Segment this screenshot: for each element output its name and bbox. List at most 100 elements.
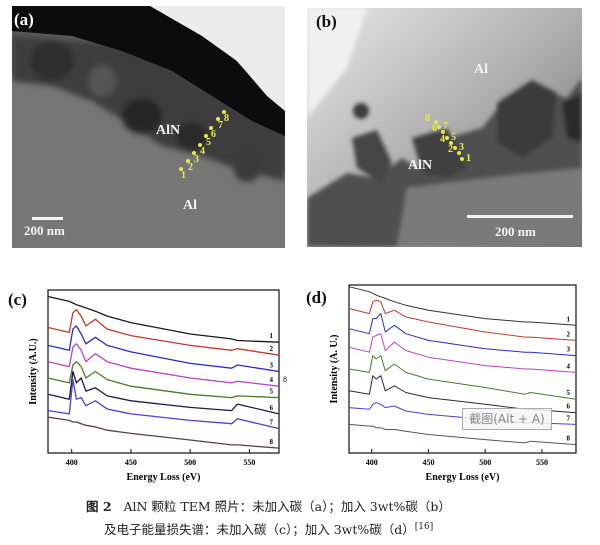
measurement-point-6	[209, 126, 213, 130]
screenshot-watermark: 截图(Alt + A)	[462, 408, 552, 430]
series-label-4: 4	[567, 362, 571, 370]
x-tick-label: 450	[125, 458, 137, 467]
spectrum-line-5	[348, 355, 577, 400]
y-axis-label: Intensity (A.U.)	[28, 338, 39, 404]
spectrum-line-1	[47, 295, 280, 343]
measurement-point-label: 2	[188, 162, 193, 173]
measurement-point-label: 5	[206, 137, 211, 148]
measurement-point-label: 7	[443, 121, 448, 132]
measurement-point-label: 4	[200, 146, 205, 157]
caption-text-2: 及电子能量损失谱：未加入碳（c）；加入 3wt%碳（d）	[104, 522, 415, 537]
series-label-5: 5	[270, 388, 274, 396]
x-tick-label: 550	[536, 458, 548, 467]
measurement-point-3	[192, 151, 196, 155]
x-tick-label: 450	[422, 458, 434, 467]
y-axis-label: Intensity (A. U.)	[329, 335, 340, 404]
series-label-2: 2	[270, 345, 274, 353]
scale-bar-b	[467, 215, 573, 218]
scale-label-a: 200 nm	[24, 223, 65, 238]
panel-label-a: (a)	[14, 10, 34, 29]
series-label-6: 6	[567, 403, 571, 411]
series-label-3: 3	[567, 346, 571, 354]
measurement-point-8	[434, 120, 438, 124]
tem-image-b	[307, 8, 582, 247]
eels-spectra-charts: 400 450 500 550 1 2 3 4 5 6 7 8 Energy Loss (eV) Inte…	[28, 284, 577, 483]
measurement-point-6	[441, 130, 445, 134]
x-tick-label: 500	[479, 458, 491, 467]
series-label-1: 1	[270, 332, 274, 340]
measurement-point-label: 1	[466, 153, 471, 164]
measurement-point-4	[198, 143, 202, 147]
series-label-7: 7	[270, 419, 274, 427]
measurement-point-label: 7	[218, 120, 223, 131]
side-label-c: 8	[283, 375, 287, 384]
panel-label-b: (b)	[316, 12, 337, 31]
measurement-point-5	[204, 134, 208, 138]
measurement-point-2	[457, 151, 461, 155]
measurement-point-3	[453, 146, 457, 150]
x-tick-label: 550	[243, 458, 255, 467]
x-axis-label: Energy Loss (eV)	[127, 472, 201, 483]
phase-label-aln-b: AlN	[408, 158, 433, 173]
measurement-point-7	[437, 125, 441, 129]
phase-label-aln-a: AlN	[156, 123, 181, 138]
measurement-point-label: 2	[448, 144, 453, 155]
spectrum-line-7	[47, 378, 280, 430]
x-tick-label: 400	[66, 458, 78, 467]
measurement-point-label: 3	[194, 154, 199, 165]
tem-image-a	[12, 6, 285, 248]
caption-text-1: AlN 颗粒 TEM 照片：未加入碳（a）；加入 3wt%碳（b）	[123, 499, 451, 514]
series-label-5: 5	[567, 389, 571, 397]
measurement-point-label: 5	[451, 132, 456, 143]
spectrum-line-8	[348, 423, 577, 446]
spectrum-line-2	[47, 308, 280, 356]
measurement-point-4	[449, 141, 453, 145]
chart-c: 400 450 500 550 1 2 3 4 5 6 7 8 Energy Loss (eV) Inte…	[28, 289, 280, 483]
spectrum-line-3	[348, 313, 577, 357]
spectrum-line-8	[47, 416, 280, 449]
measurement-point-label: 8	[425, 113, 430, 124]
measurement-point-1	[179, 167, 183, 171]
spectrum-line-1	[348, 286, 577, 326]
phase-label-al-b: Al	[474, 62, 488, 77]
spectrum-line-4	[47, 343, 280, 387]
series-label-8: 8	[567, 435, 571, 443]
measurement-point-label: 1	[181, 170, 186, 181]
measurement-point-label: 4	[440, 134, 445, 145]
chart-d: 400 450 500 550 1 2 3 4 5 6 7 8 Energy Loss (eV) Inte…	[329, 284, 577, 483]
series-label-3: 3	[270, 362, 274, 370]
tem-micrograph-b	[307, 8, 582, 247]
measurement-point-label: 6	[432, 123, 437, 134]
phase-label-al-a: Al	[183, 198, 197, 213]
tem-micrograph-a	[12, 6, 285, 248]
measurement-point-2	[186, 159, 190, 163]
series-label-8: 8	[270, 438, 274, 446]
caption-line-1: 图 2 AlN 颗粒 TEM 照片：未加入碳（a）；加入 3wt%碳（b）	[86, 496, 451, 515]
spectrum-line-5	[47, 361, 280, 399]
series-label-6: 6	[270, 404, 274, 412]
figure-number: 图 2	[86, 499, 112, 514]
spectrum-line-6	[47, 370, 280, 415]
series-label-4: 4	[270, 376, 274, 384]
measurement-point-label: 6	[211, 129, 216, 140]
reference-marker: [16]	[414, 521, 434, 532]
caption-line-2: 及电子能量损失谱：未加入碳（c）；加入 3wt%碳（d）[16]	[104, 519, 433, 538]
x-tick-label: 400	[366, 458, 378, 467]
measurement-point-8	[222, 110, 226, 114]
panel-label-d: (d)	[306, 288, 327, 307]
measurement-point-1	[460, 157, 464, 161]
series-label-7: 7	[567, 414, 571, 422]
measurement-point-label: 8	[224, 113, 229, 124]
x-tick-label: 500	[184, 458, 196, 467]
series-label-1: 1	[567, 315, 571, 323]
spectrum-line-2	[348, 299, 577, 341]
scale-bar-a	[32, 217, 63, 220]
x-axis-label: Energy Loss (eV)	[426, 472, 500, 483]
measurement-point-7	[216, 117, 220, 121]
spectrum-line-3	[47, 325, 280, 373]
measurement-point-5	[445, 136, 449, 140]
measurement-point-label: 3	[459, 142, 464, 153]
scale-label-b: 200 nm	[495, 224, 536, 239]
series-label-2: 2	[567, 330, 571, 338]
